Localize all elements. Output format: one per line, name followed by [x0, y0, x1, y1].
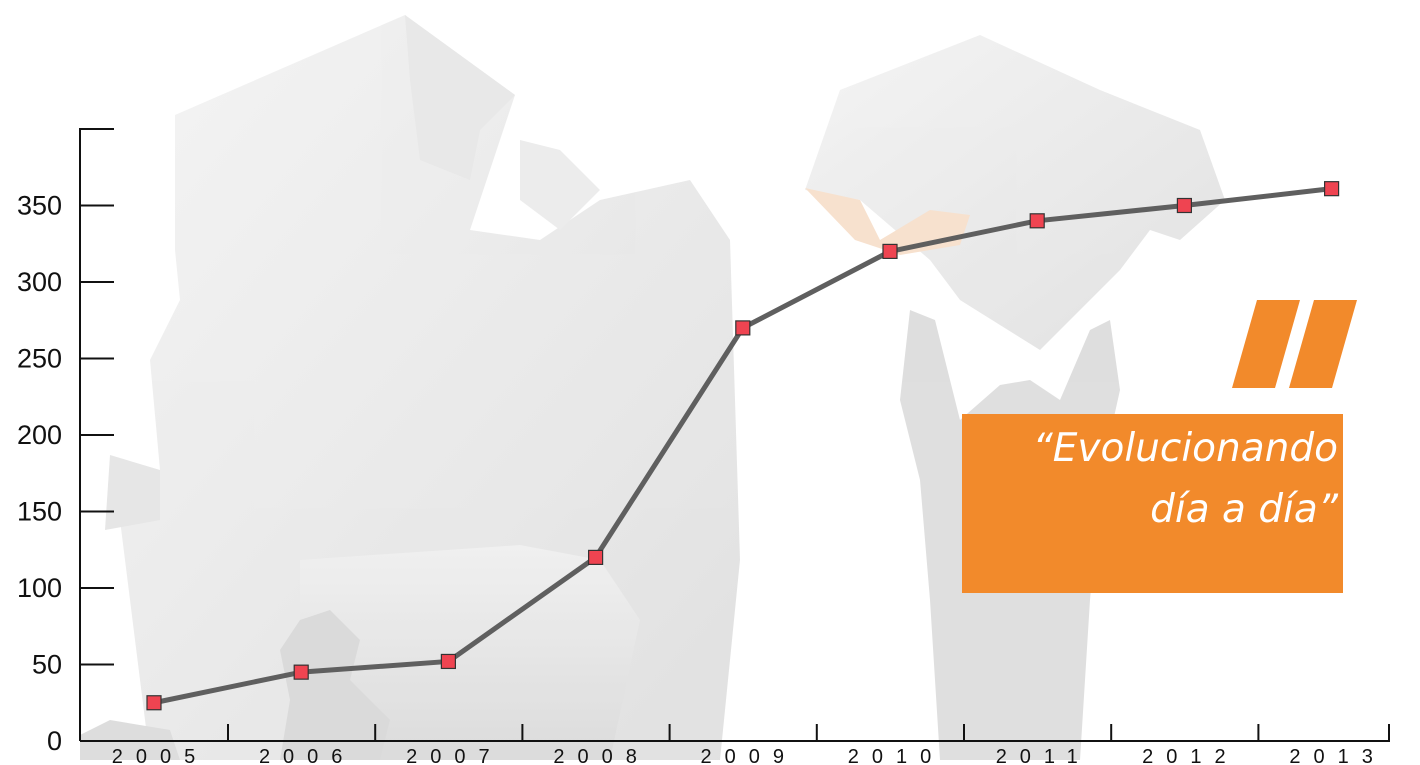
x-tick-group: 2005 2006 2007 2008 2009 2010 2011 2012 2013: [112, 724, 1390, 765]
quote-text: “Evolucionando día a día”: [958, 418, 1338, 540]
quote-box: [962, 414, 1343, 593]
y-tick-label: 100: [17, 573, 62, 603]
puzzle-piece-shape: [405, 15, 515, 180]
y-tick-label: 0: [47, 726, 62, 756]
y-tick-label: 300: [17, 267, 62, 297]
x-tick-label: 2009: [701, 746, 798, 765]
x-tick-label: 2006: [259, 746, 356, 765]
series-group: [146, 181, 1340, 711]
x-tick-label: 2007: [406, 746, 503, 765]
y-tick-label: 350: [17, 191, 62, 221]
data-point-marker: [1323, 181, 1340, 197]
quote-line-2: día a día”: [1150, 487, 1338, 532]
puzzle-piece-shape: [105, 455, 160, 530]
y-tick-label: 150: [17, 497, 62, 527]
x-tick-label: 2013: [1289, 746, 1386, 765]
data-point-marker: [1176, 197, 1193, 214]
x-tick-label: 2010: [848, 746, 945, 765]
puzzle-piece-shape: [520, 140, 600, 230]
y-tick-label: 200: [17, 420, 62, 450]
data-point-marker: [587, 549, 604, 566]
puzzle-piece-shape: [805, 35, 1225, 350]
data-point-marker: [440, 653, 456, 670]
puzzle-piece-shape: [300, 545, 640, 760]
data-point-marker: [1029, 213, 1045, 229]
data-point-marker: [293, 664, 309, 680]
quotation-mark-icon: [1232, 300, 1357, 388]
y-tick-group: 0 50 100 150 200 250 300 350: [17, 191, 114, 756]
data-point-marker: [882, 243, 898, 259]
data-point-marker: [146, 695, 162, 711]
quote-line-1: “Evolucionando: [1032, 426, 1338, 471]
person-silhouette-shape: [280, 610, 390, 760]
y-tick-label: 50: [32, 650, 62, 680]
x-tick-label: 2008: [553, 746, 650, 765]
puzzle-piece-shape: [805, 188, 970, 255]
x-tick-label: 2012: [1142, 746, 1239, 765]
y-tick-label: 250: [17, 344, 62, 374]
x-tick-label: 2005: [112, 746, 209, 765]
x-tick-label: 2011: [996, 746, 1091, 765]
data-point-marker: [735, 320, 751, 336]
